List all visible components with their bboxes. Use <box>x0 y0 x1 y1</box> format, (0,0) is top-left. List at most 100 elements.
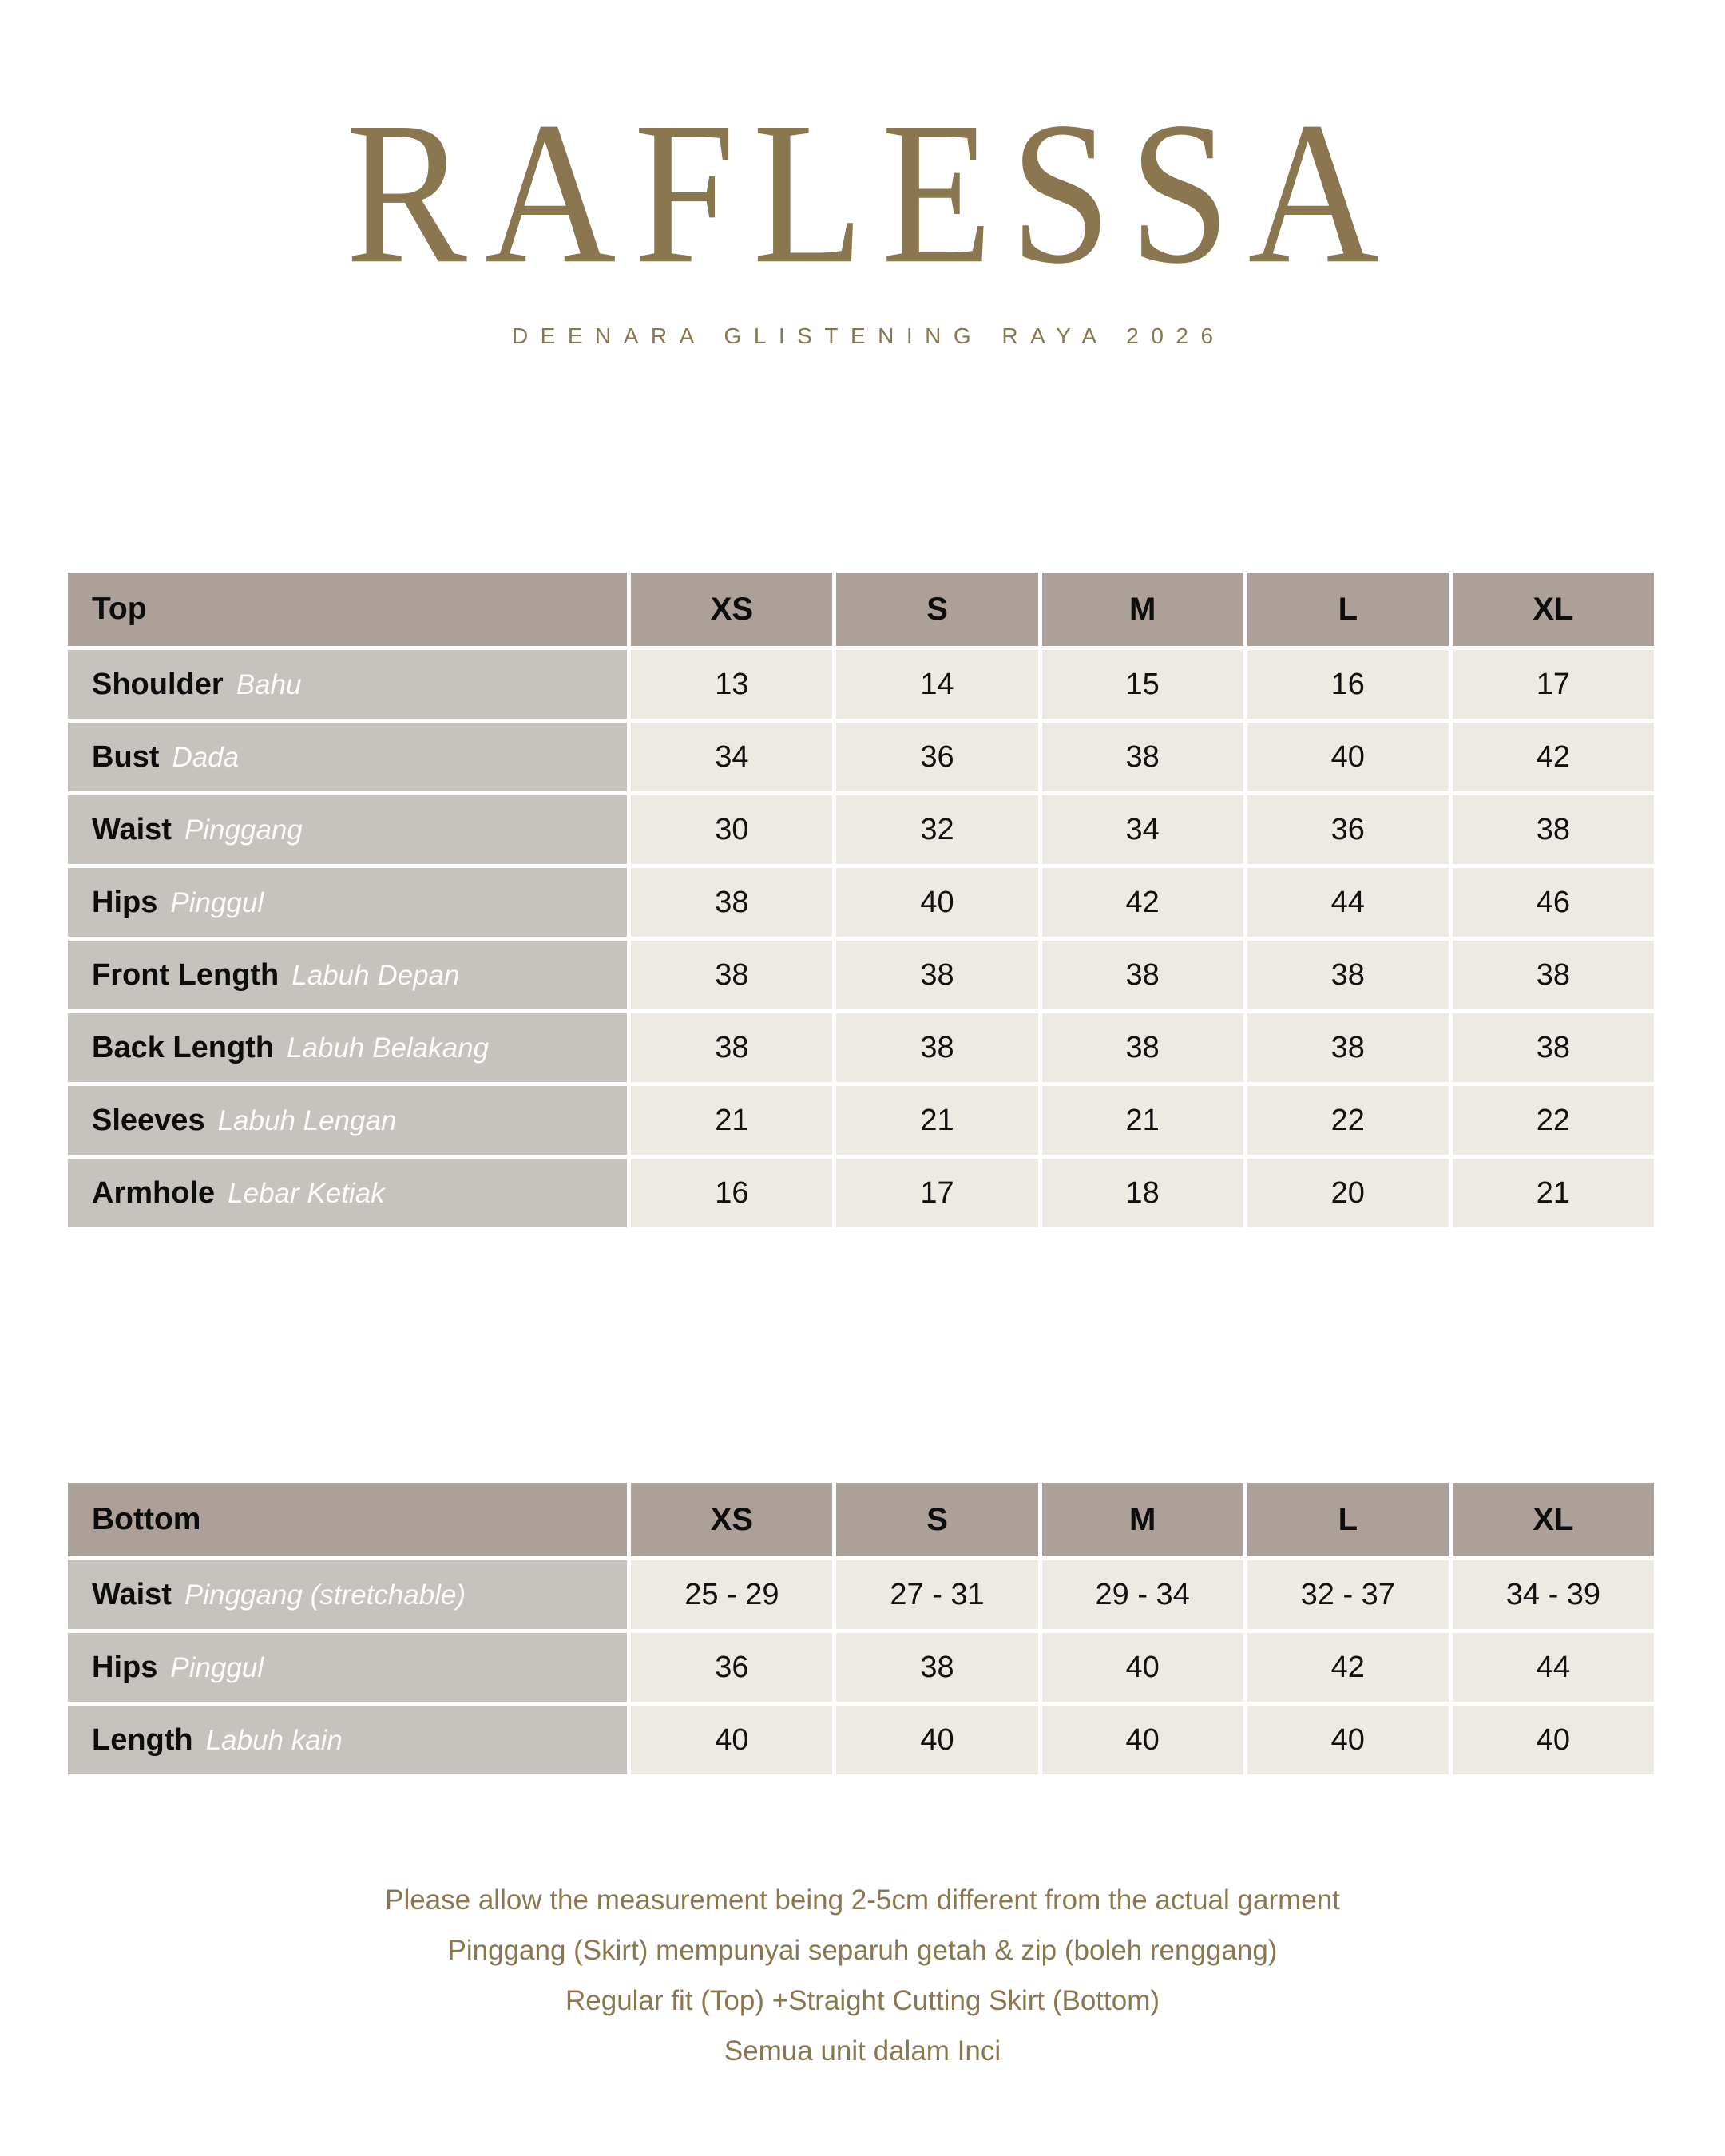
note-line: Regular fit (Top) +Straight Cutting Skir… <box>565 1985 1160 2016</box>
measurement-value-l: 44 <box>1247 868 1449 937</box>
table-category-label: Bottom <box>68 1483 628 1556</box>
measurement-value-s: 38 <box>836 1633 1038 1702</box>
measurement-value-s: 14 <box>836 650 1038 719</box>
measurement-name: Bust <box>92 739 160 774</box>
brand-header: RAFLESSA DEENARA GLISTENING RAYA 2026 <box>0 80 1725 349</box>
measurement-name: Front Length <box>92 957 280 992</box>
measurement-value-s: 38 <box>836 941 1038 1009</box>
measurement-value-xl: 17 <box>1452 650 1654 719</box>
measurement-value-xs: 13 <box>631 650 833 719</box>
measurement-value-s: 32 <box>836 795 1038 864</box>
column-header-m: M <box>1041 573 1243 646</box>
measurement-translation: Pinggul <box>170 886 264 918</box>
measurement-value-xl: 38 <box>1452 1013 1654 1082</box>
measurement-label: Shoulder Bahu <box>68 650 628 719</box>
measurement-value-s: 40 <box>836 1706 1038 1774</box>
measurement-value-m: 38 <box>1041 941 1243 1009</box>
measurement-label: Front Length Labuh Depan <box>68 941 628 1009</box>
table-row: Front Length Labuh Depan 38 38 38 38 38 <box>68 941 1654 1009</box>
table-row: Sleeves Labuh Lengan 21 21 21 22 22 <box>68 1086 1654 1155</box>
column-header-l: L <box>1247 573 1449 646</box>
column-header-m: M <box>1041 1483 1243 1556</box>
table-row: Waist Pinggang (stretchable) 25 - 29 27 -… <box>68 1560 1654 1629</box>
measurement-value-l: 32 - 37 <box>1247 1560 1449 1629</box>
footer-notes: Please allow the measurement being 2-5cm… <box>0 1875 1725 2076</box>
note-line: Pinggang (Skirt) mempunyai separuh getah… <box>447 1935 1278 1966</box>
measurement-value-m: 18 <box>1041 1159 1243 1227</box>
table-category-label: Top <box>68 573 628 646</box>
measurement-value-xl: 34 - 39 <box>1452 1560 1654 1629</box>
measurement-translation: Pinggul <box>170 1651 264 1683</box>
measurement-value-xs: 38 <box>631 1013 833 1082</box>
measurement-value-xs: 38 <box>631 868 833 937</box>
measurement-value-l: 40 <box>1247 723 1449 791</box>
measurement-value-m: 38 <box>1041 723 1243 791</box>
measurement-name: Shoulder <box>92 667 224 701</box>
measurement-value-l: 38 <box>1247 941 1449 1009</box>
measurement-label: Back Length Labuh Belakang <box>68 1013 628 1082</box>
table-row: Waist Pinggang 30 32 34 36 38 <box>68 795 1654 864</box>
measurement-value-xs: 36 <box>631 1633 833 1702</box>
measurement-name: Armhole <box>92 1175 216 1210</box>
measurement-value-xs: 40 <box>631 1706 833 1774</box>
measurement-value-xl: 21 <box>1452 1159 1654 1227</box>
measurement-value-l: 40 <box>1247 1706 1449 1774</box>
column-header-xl: XL <box>1452 573 1654 646</box>
measurement-label: Hips Pinggul <box>68 868 628 937</box>
brand-subtitle: DEENARA GLISTENING RAYA 2026 <box>511 323 1226 348</box>
table-row: Bust Dada 34 36 38 40 42 <box>68 723 1654 791</box>
measurement-value-l: 38 <box>1247 1013 1449 1082</box>
measurement-name: Back Length <box>92 1030 275 1064</box>
measurement-name: Hips <box>92 1650 158 1684</box>
table-header-row: Top XS S M L XL <box>68 573 1654 646</box>
measurement-label: Hips Pinggul <box>68 1633 628 1702</box>
measurement-label: Waist Pinggang (stretchable) <box>68 1560 628 1629</box>
column-header-l: L <box>1247 1483 1449 1556</box>
measurement-value-xl: 40 <box>1452 1706 1654 1774</box>
table-row: Hips Pinggul 38 40 42 44 46 <box>68 868 1654 937</box>
measurement-translation: Labuh kain <box>205 1724 343 1756</box>
measurement-value-l: 36 <box>1247 795 1449 864</box>
table-row: Hips Pinggul 36 38 40 42 44 <box>68 1633 1654 1702</box>
measurement-value-xl: 38 <box>1452 941 1654 1009</box>
brand-title: RAFLESSA <box>345 80 1398 307</box>
measurement-value-m: 29 - 34 <box>1041 1560 1243 1629</box>
measurement-value-m: 40 <box>1041 1706 1243 1774</box>
size-table-top: Top XS S M L XL Shoulder Bahu 13 14 15 16… <box>64 569 1658 1231</box>
measurement-value-s: 36 <box>836 723 1038 791</box>
table-row: Length Labuh kain 40 40 40 40 40 <box>68 1706 1654 1774</box>
measurement-value-xs: 16 <box>631 1159 833 1227</box>
measurement-value-s: 27 - 31 <box>836 1560 1038 1629</box>
measurement-value-s: 38 <box>836 1013 1038 1082</box>
measurement-value-xl: 46 <box>1452 868 1654 937</box>
measurement-name: Hips <box>92 885 158 919</box>
table-row: Shoulder Bahu 13 14 15 16 17 <box>68 650 1654 719</box>
measurement-value-xs: 38 <box>631 941 833 1009</box>
measurement-value-m: 21 <box>1041 1086 1243 1155</box>
column-header-s: S <box>836 573 1038 646</box>
measurement-value-xs: 34 <box>631 723 833 791</box>
note-line: Semua unit dalam Inci <box>724 2035 1001 2067</box>
measurement-value-l: 20 <box>1247 1159 1449 1227</box>
measurement-name: Waist <box>92 1577 172 1611</box>
measurement-value-s: 21 <box>836 1086 1038 1155</box>
measurement-value-l: 16 <box>1247 650 1449 719</box>
measurement-translation: Lebar Ketiak <box>228 1177 385 1209</box>
size-table-bottom: Bottom XS S M L XL Waist Pinggang (stretc… <box>64 1479 1658 1778</box>
column-header-xs: XS <box>631 573 833 646</box>
measurement-name: Length <box>92 1722 193 1757</box>
measurement-value-xl: 22 <box>1452 1086 1654 1155</box>
table-header-row: Bottom XS S M L XL <box>68 1483 1654 1556</box>
measurement-translation: Bahu <box>236 668 302 700</box>
measurement-translation: Labuh Lengan <box>217 1104 397 1136</box>
column-header-s: S <box>836 1483 1038 1556</box>
measurement-translation: Pinggang (stretchable) <box>184 1579 466 1611</box>
measurement-value-m: 38 <box>1041 1013 1243 1082</box>
measurement-translation: Labuh Depan <box>291 959 460 991</box>
measurement-value-xs: 30 <box>631 795 833 864</box>
measurement-value-m: 34 <box>1041 795 1243 864</box>
measurement-value-s: 40 <box>836 868 1038 937</box>
measurement-value-xl: 44 <box>1452 1633 1654 1702</box>
measurement-name: Sleeves <box>92 1103 205 1137</box>
